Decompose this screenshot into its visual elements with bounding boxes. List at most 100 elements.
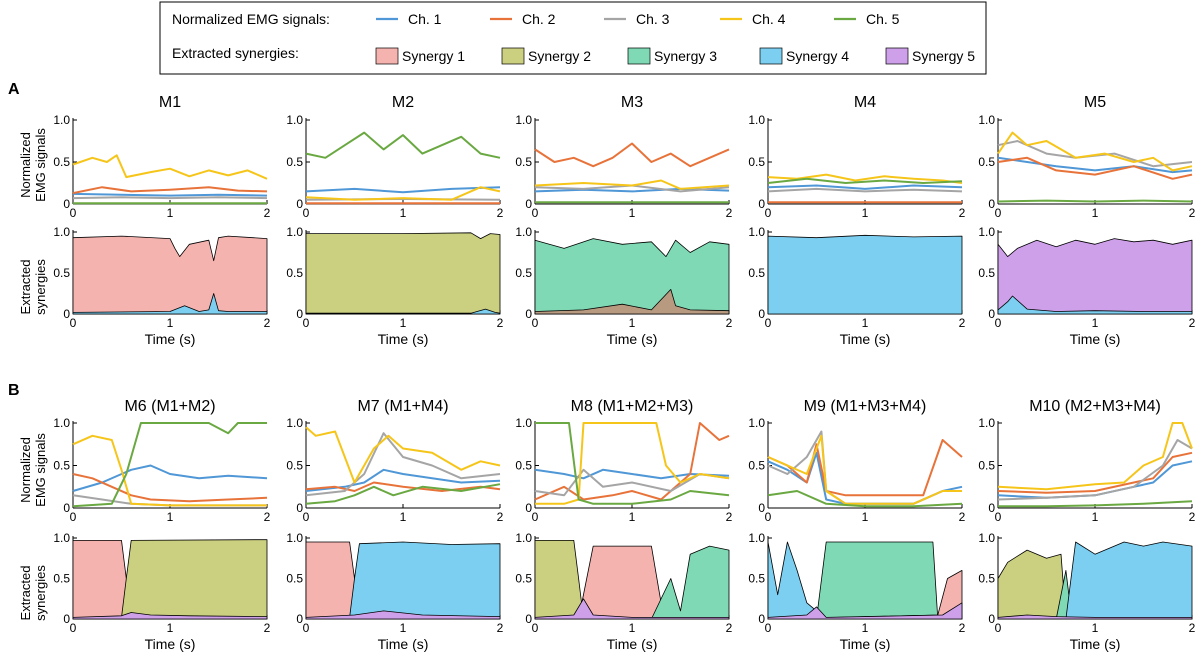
side-labels: Normalized EMG signals Extracted synergi… bbox=[18, 128, 48, 621]
panel-title: M6 (M1+M2) bbox=[124, 398, 215, 415]
synergy-area-5 bbox=[72, 612, 268, 620]
emg-series-ch-3 bbox=[305, 432, 501, 497]
emg-ytick-label: 0.5 bbox=[515, 155, 532, 169]
syn-xtick-label: 2 bbox=[1189, 621, 1196, 635]
emg-ytick-label: 1.0 bbox=[53, 416, 70, 430]
synergy-area-3 bbox=[534, 238, 730, 315]
synergy-area-4 bbox=[305, 308, 501, 315]
emg-xtick-label: 2 bbox=[1189, 510, 1196, 524]
syn-xtick-label: 0 bbox=[70, 621, 77, 635]
emg-series-ch-4 bbox=[72, 434, 267, 507]
panel-title: M5 bbox=[1084, 94, 1106, 111]
legend-syn-label: Extracted synergies: bbox=[172, 45, 299, 61]
emg-ytick-label: 0.5 bbox=[748, 155, 765, 169]
emg-xtick-label: 0 bbox=[70, 510, 77, 524]
emg-ytick-label: 0 bbox=[525, 501, 532, 515]
emg-ytick-label: 0 bbox=[63, 501, 70, 515]
syn-xtick-label: 0 bbox=[532, 621, 539, 635]
row-label-b: B bbox=[8, 382, 20, 399]
emg-series-ch-4 bbox=[72, 154, 268, 180]
emg-ytick-label: 1.0 bbox=[748, 113, 765, 127]
emg-xtick-label: 0 bbox=[303, 510, 310, 524]
legend-swatch-synergy-3 bbox=[627, 47, 651, 65]
legend-label-synergy-5: Synergy 5 bbox=[912, 48, 975, 64]
x-axis-label: Time (s) bbox=[1070, 331, 1121, 347]
emg-xtick-label: 1 bbox=[167, 510, 174, 524]
emg-series-ch-5 bbox=[767, 490, 963, 508]
syn-ytick-label: 0.5 bbox=[515, 266, 532, 280]
syn-ytick-label: 0 bbox=[63, 612, 70, 626]
syn-ytick-label: 0.5 bbox=[53, 572, 70, 586]
emg-xtick-label: 2 bbox=[726, 510, 733, 524]
panel-title: M3 bbox=[621, 94, 643, 111]
syn-xtick-label: 0 bbox=[303, 621, 310, 635]
emg-xtick-label: 0 bbox=[532, 510, 539, 524]
syn-xtick-label: 2 bbox=[726, 621, 733, 635]
legend-synergies: Synergy 1 Synergy 2 Synergy 3 Synergy 4 Syne… bbox=[375, 47, 975, 65]
panel-title: M9 (M1+M3+M4) bbox=[804, 398, 927, 415]
syn-xtick-label: 0 bbox=[532, 316, 539, 330]
syn-ytick-label: 0.5 bbox=[978, 572, 995, 586]
x-axis-label: Time (s) bbox=[145, 331, 196, 347]
legend: Normalized EMG signals: Extracted synerg… bbox=[159, 1, 987, 75]
syn-ytick-label: 0 bbox=[988, 612, 995, 626]
emg-xtick-label: 0 bbox=[70, 206, 77, 220]
emg-xtick-label: 0 bbox=[765, 206, 772, 220]
emg-xtick-label: 1 bbox=[400, 510, 407, 524]
emg-ytick-label: 0.5 bbox=[53, 459, 70, 473]
syn-xtick-label: 2 bbox=[1189, 316, 1196, 330]
emg-ytick-label: 0 bbox=[988, 501, 995, 515]
syn-ytick-label: 0.5 bbox=[286, 572, 303, 586]
emg-xtick-label: 1 bbox=[862, 206, 869, 220]
synergy-area-2 bbox=[305, 232, 501, 315]
x-axis-label: Time (s) bbox=[1070, 636, 1121, 652]
row-label-a: A bbox=[8, 81, 20, 98]
emg-xtick-label: 0 bbox=[995, 206, 1002, 220]
emg-ytick-label: 0.5 bbox=[286, 155, 303, 169]
panel-title: M7 (M1+M4) bbox=[357, 398, 448, 415]
emg-xtick-label: 2 bbox=[959, 206, 966, 220]
emg-ytick-label: 0.5 bbox=[515, 459, 532, 473]
legend-label-synergy-4: Synergy 4 bbox=[786, 48, 849, 64]
emg-ylabel-a-line2: EMG signals bbox=[33, 128, 48, 202]
syn-xtick-label: 0 bbox=[765, 621, 772, 635]
emg-series-ch-4 bbox=[767, 434, 962, 505]
emg-ytick-label: 1.0 bbox=[748, 416, 765, 430]
emg-series-ch-2 bbox=[997, 156, 1193, 180]
emg-series-ch-5 bbox=[305, 483, 501, 505]
emg-series-ch-4 bbox=[305, 426, 501, 484]
syn-ytick-label: 0.5 bbox=[748, 266, 765, 280]
syn-xtick-label: 1 bbox=[629, 316, 636, 330]
emg-xtick-label: 2 bbox=[959, 510, 966, 524]
emg-xtick-label: 2 bbox=[1189, 206, 1196, 220]
syn-xtick-label: 1 bbox=[167, 621, 174, 635]
legend-swatch-synergy-2 bbox=[501, 47, 525, 65]
syn-ytick-label: 0.5 bbox=[53, 266, 70, 280]
emg-xtick-label: 1 bbox=[629, 510, 636, 524]
emg-ytick-label: 0 bbox=[758, 197, 765, 211]
emg-series-ch-2 bbox=[997, 451, 1193, 494]
emg-series-ch-4 bbox=[535, 422, 730, 505]
syn-ytick-label: 0 bbox=[525, 612, 532, 626]
emg-xtick-label: 1 bbox=[400, 206, 407, 220]
emg-xtick-label: 2 bbox=[497, 510, 504, 524]
legend-frame bbox=[159, 1, 987, 75]
emg-series-ch-4 bbox=[997, 131, 1193, 172]
synergy-area-5 bbox=[997, 238, 1193, 315]
syn-xtick-label: 1 bbox=[400, 316, 407, 330]
emg-series-ch-5 bbox=[767, 177, 963, 184]
syn-xtick-label: 1 bbox=[1092, 316, 1099, 330]
emg-xtick-label: 1 bbox=[862, 510, 869, 524]
legend-label-synergy-1: Synergy 1 bbox=[402, 48, 465, 64]
synergy-area-4 bbox=[767, 234, 963, 315]
emg-ytick-label: 0 bbox=[296, 197, 303, 211]
syn-ylabel-a-line1: Extracted bbox=[18, 260, 33, 315]
emg-ylabel-b-line2: EMG signals bbox=[33, 433, 48, 507]
legend-emg-label: Normalized EMG signals: bbox=[172, 11, 330, 27]
syn-ytick-label: 1.0 bbox=[515, 531, 532, 545]
emg-series-ch-3 bbox=[72, 196, 268, 200]
